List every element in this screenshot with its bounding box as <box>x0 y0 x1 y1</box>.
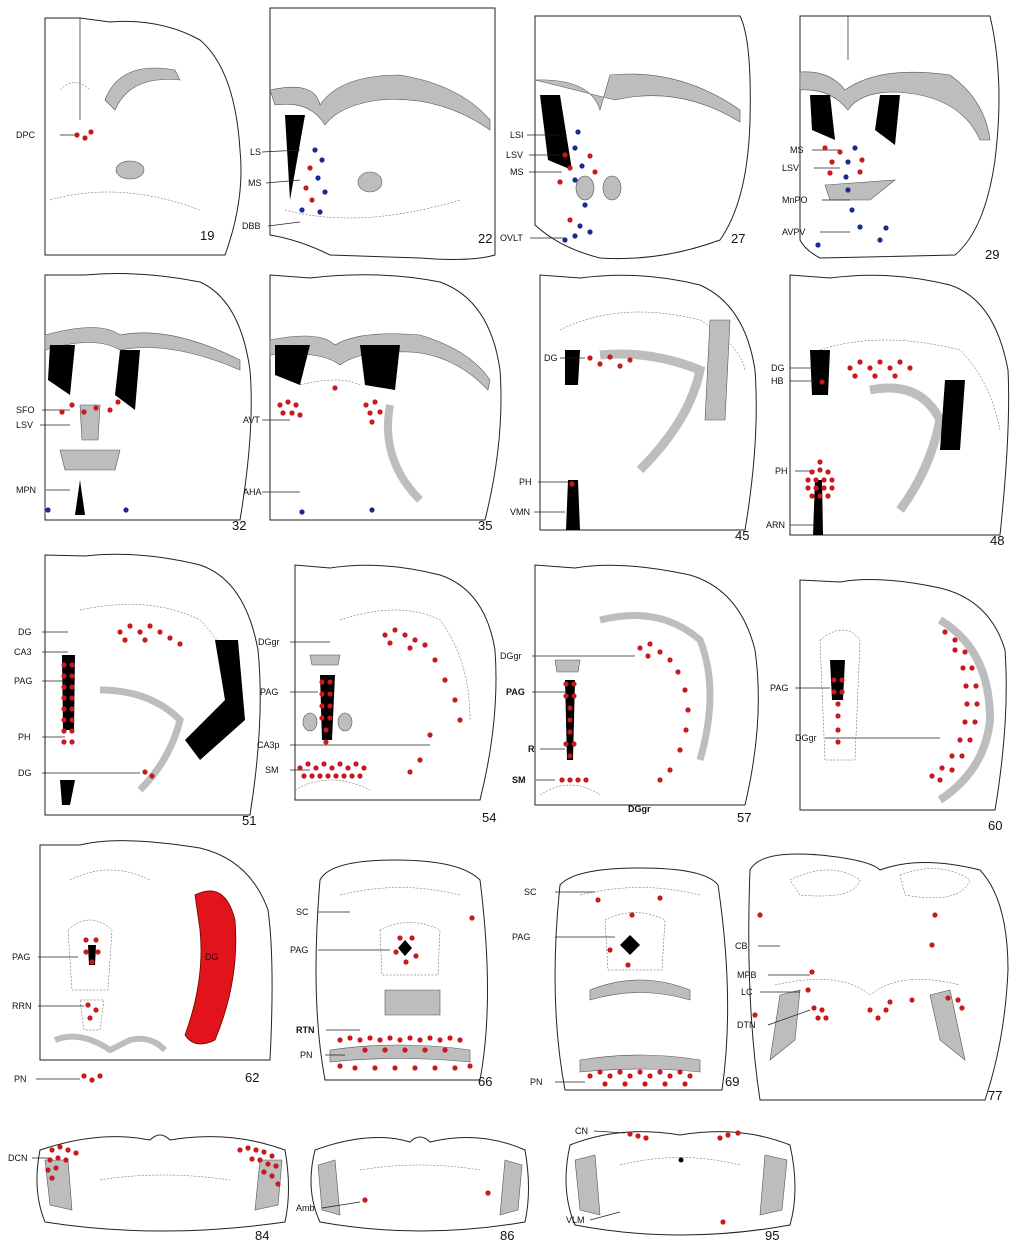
label-rrn: RRN <box>12 1001 32 1011</box>
section-number-60: 60 <box>988 818 1002 833</box>
label-pag: PAG <box>260 687 278 697</box>
label-dggr-bottom: DGgr <box>628 804 651 814</box>
section-77: CB MPB LC DTN 77 <box>735 853 1009 1103</box>
section-number-54: 54 <box>482 810 496 825</box>
label-dggr: DGgr <box>795 733 817 743</box>
section-35: AVT AHA 35 <box>243 274 502 533</box>
section-86: Amb 86 <box>296 1136 529 1241</box>
label-ph: PH <box>775 466 788 476</box>
label-amb: Amb <box>296 1203 315 1213</box>
section-number-66: 66 <box>478 1074 492 1089</box>
label-sc: SC <box>296 907 309 917</box>
label-mnpo: MnPO <box>782 195 808 205</box>
label-ovlt: OVLT <box>500 233 523 243</box>
label-dggr: DGgr <box>500 651 522 661</box>
label-pn: PN <box>300 1050 313 1060</box>
label-ph: PH <box>18 732 31 742</box>
label-dggr: DGgr <box>258 637 280 647</box>
section-66: SC PAG RTN PN 66 <box>290 859 492 1089</box>
label-cb: CB <box>735 941 748 951</box>
section-69: SC PAG PN 69 <box>512 867 739 1091</box>
section-60: PAG DGgr 60 <box>770 579 1007 833</box>
label-lsv: LSV <box>506 150 523 160</box>
section-32: SFO LSV MPN 32 <box>16 273 252 533</box>
label-dtn: DTN <box>737 1020 756 1030</box>
label-pn: PN <box>530 1077 543 1087</box>
label-sfo: SFO <box>16 405 35 415</box>
label-ca3: CA3 <box>14 647 32 657</box>
section-51: DG CA3 PAG PH DG 51 <box>14 553 261 828</box>
label-dg: DG <box>771 363 785 373</box>
section-84: DCN 84 <box>8 1134 289 1241</box>
section-number-69: 69 <box>725 1074 739 1089</box>
section-number-22: 22 <box>478 231 492 246</box>
label-lsv: LSV <box>782 163 799 173</box>
label-dpc: DPC <box>16 130 36 140</box>
label-vlm: VLM <box>566 1215 585 1225</box>
section-number-45: 45 <box>735 528 749 543</box>
section-27: LSI LSV MS OVLT 27 <box>500 15 751 260</box>
section-number-19: 19 <box>200 228 214 243</box>
section-57: DGgr PAG R SM DGgr 57 <box>500 564 759 825</box>
label-dg-lower: DG <box>18 768 32 778</box>
label-pag: PAG <box>512 932 530 942</box>
label-mpb: MPB <box>737 970 757 980</box>
section-54: DGgr PAG CA3p SM 54 <box>257 564 497 825</box>
section-62: DG PAG RRN PN 62 <box>12 840 273 1085</box>
label-ca3p: CA3p <box>257 740 280 750</box>
label-pag: PAG <box>506 687 525 697</box>
label-mpn: MPN <box>16 485 36 495</box>
section-number-77: 77 <box>988 1088 1002 1103</box>
label-aha: AHA <box>243 487 262 497</box>
label-ms: MS <box>510 167 524 177</box>
label-pn: PN <box>14 1074 27 1084</box>
label-avpv: AVPV <box>782 227 805 237</box>
label-ms: MS <box>790 145 804 155</box>
label-dcn: DCN <box>8 1153 28 1163</box>
section-number-51: 51 <box>242 813 256 828</box>
section-48: DG HB PH ARN 48 <box>766 274 1010 548</box>
label-pag: PAG <box>12 952 30 962</box>
label-rtn: RTN <box>296 1025 315 1035</box>
label-pag: PAG <box>770 683 788 693</box>
label-hb: HB <box>771 376 784 386</box>
section-number-35: 35 <box>478 518 492 533</box>
section-number-57: 57 <box>737 810 751 825</box>
label-r: R <box>528 744 535 754</box>
label-ms: MS <box>248 178 262 188</box>
section-number-29: 29 <box>985 247 999 262</box>
section-95: CN VLM 95 <box>565 1126 796 1241</box>
label-lsv: LSV <box>16 420 33 430</box>
section-29: MS LSV MnPO AVPV 29 <box>782 15 1000 262</box>
section-number-27: 27 <box>731 231 745 246</box>
label-dg-highlight: DG <box>205 952 219 962</box>
label-sc: SC <box>524 887 537 897</box>
section-22: LS MS DBB 22 <box>242 7 496 260</box>
label-ls: LS <box>250 147 261 157</box>
label-sm: SM <box>512 775 526 785</box>
label-arn: ARN <box>766 520 785 530</box>
label-dbb: DBB <box>242 221 261 231</box>
label-sm: SM <box>265 765 279 775</box>
section-45: DG PH VMN 45 <box>510 274 757 543</box>
label-dg: DG <box>544 353 558 363</box>
label-ph: PH <box>519 477 532 487</box>
section-number-32: 32 <box>232 518 246 533</box>
section-number-48: 48 <box>990 533 1004 548</box>
section-number-84: 84 <box>255 1228 269 1241</box>
section-number-95: 95 <box>765 1228 779 1241</box>
label-vmn: VMN <box>510 507 530 517</box>
label-dg: DG <box>18 627 32 637</box>
section-19: DPC 19 <box>16 17 242 256</box>
label-pag: PAG <box>14 676 32 686</box>
label-lc: LC <box>741 987 753 997</box>
label-avt: AVT <box>243 415 260 425</box>
section-number-86: 86 <box>500 1228 514 1241</box>
label-lsi: LSI <box>510 130 524 140</box>
section-number-62: 62 <box>245 1070 259 1085</box>
label-cn: CN <box>575 1126 588 1136</box>
label-pag: PAG <box>290 945 308 955</box>
